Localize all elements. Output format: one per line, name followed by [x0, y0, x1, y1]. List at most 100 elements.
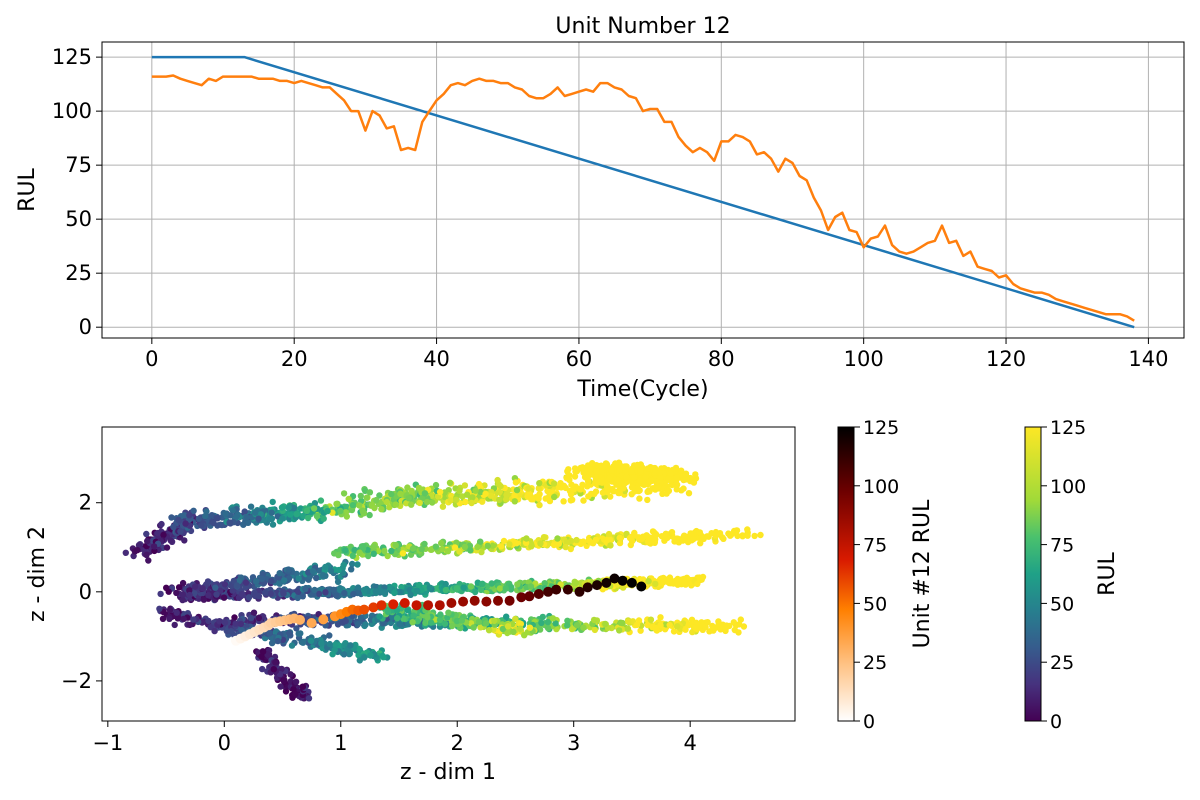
- fleet-point: [253, 578, 260, 585]
- fleet-point: [230, 577, 237, 585]
- fleet-point: [587, 466, 594, 473]
- fleet-point: [324, 507, 331, 515]
- fleet-point: [250, 609, 258, 616]
- fleet-point: [537, 540, 544, 547]
- fleet-point: [428, 492, 436, 499]
- fleet-point: [286, 629, 293, 637]
- fleet-point: [535, 495, 542, 502]
- fleet-point: [349, 502, 357, 509]
- fleet-point: [166, 606, 174, 614]
- fleet-point: [643, 532, 650, 539]
- fleet-point: [645, 578, 652, 585]
- fleet-point: [744, 526, 751, 533]
- rul-colorbar-label: RUL: [1095, 551, 1120, 595]
- fleet-point: [503, 491, 510, 498]
- fleet-point: [267, 515, 274, 523]
- fleet-point: [379, 652, 386, 660]
- unit-12-point: [388, 599, 399, 610]
- fleet-point: [544, 487, 551, 495]
- fleet-point: [396, 621, 403, 628]
- fleet-point: [461, 543, 469, 551]
- fleet-point: [607, 542, 614, 549]
- fleet-point: [633, 621, 641, 629]
- fleet-point: [340, 651, 348, 658]
- fleet-point: [525, 485, 532, 492]
- fleet-point: [310, 505, 318, 512]
- fleet-point: [268, 639, 276, 647]
- x-tick-label: 80: [708, 347, 735, 371]
- unit-12-point: [551, 584, 562, 595]
- fleet-point: [447, 497, 454, 504]
- scatter-x-tick-label: 4: [683, 731, 696, 755]
- x-tick-label: 60: [566, 347, 593, 371]
- fleet-point: [549, 615, 557, 622]
- unit-rul-colorbar-label: Unit #12 RUL: [910, 499, 935, 649]
- fleet-point: [716, 531, 723, 538]
- fleet-point: [383, 498, 390, 506]
- fleet-point: [647, 616, 655, 623]
- fleet-point: [290, 685, 297, 693]
- fleet-point: [144, 537, 151, 545]
- unit-12-point: [592, 580, 602, 591]
- fleet-point: [652, 580, 659, 588]
- fleet-point: [212, 584, 219, 591]
- fleet-point: [595, 479, 603, 486]
- fleet-point: [623, 463, 630, 470]
- unit-12-point: [533, 589, 544, 599]
- fleet-point: [342, 547, 349, 554]
- fleet-point: [462, 498, 469, 506]
- fleet-point: [384, 608, 392, 615]
- fleet-point: [526, 624, 534, 631]
- unit-12-point: [434, 600, 445, 611]
- fleet-point: [456, 487, 463, 495]
- fleet-point: [211, 627, 218, 635]
- fleet-point: [179, 596, 186, 604]
- fleet-point: [484, 542, 491, 549]
- scatter-y-tick-label: 2: [79, 491, 92, 515]
- fleet-point: [210, 519, 217, 527]
- fleet-point: [278, 504, 286, 511]
- fleet-point: [333, 592, 340, 599]
- fleet-point: [662, 530, 670, 537]
- fleet-point: [293, 511, 300, 518]
- fleet-point: [456, 548, 463, 555]
- fleet-point: [744, 532, 751, 539]
- fleet-point: [415, 581, 423, 589]
- fleet-point: [673, 474, 680, 481]
- fleet-point: [186, 621, 193, 629]
- fleet-point: [573, 468, 581, 475]
- fleet-point: [238, 591, 246, 598]
- fleet-point: [372, 588, 379, 595]
- fleet-point: [513, 486, 521, 494]
- fleet-point: [145, 557, 152, 564]
- fleet-point: [544, 618, 552, 626]
- scatter-x-axis-title: z - dim 1: [400, 760, 496, 785]
- fleet-point: [615, 459, 623, 466]
- unit-12-point: [458, 596, 469, 607]
- fleet-point: [651, 538, 659, 546]
- fleet-point: [644, 488, 651, 495]
- fleet-point: [311, 586, 318, 594]
- fleet-point: [432, 543, 439, 550]
- fleet-point: [751, 532, 758, 540]
- fleet-point: [335, 566, 342, 574]
- fleet-point: [287, 511, 294, 518]
- fleet-point: [303, 507, 311, 514]
- fleet-point: [601, 463, 608, 470]
- fleet-point: [681, 578, 688, 586]
- fleet-point: [357, 492, 364, 500]
- fleet-point: [143, 551, 150, 559]
- unit-rul-colorbar-ticks: 0 25 50 75 100 125: [854, 417, 899, 733]
- fleet-point: [186, 512, 193, 519]
- fleet-point: [391, 589, 398, 596]
- fleet-point: [268, 509, 275, 516]
- fleet-point: [546, 497, 554, 505]
- fleet-point: [436, 488, 444, 496]
- fleet-point: [512, 615, 519, 623]
- fleet-point: [591, 490, 598, 497]
- fleet-point: [349, 552, 356, 559]
- fleet-point: [350, 590, 357, 598]
- fleet-point: [186, 591, 193, 599]
- fleet-point: [342, 640, 349, 647]
- fleet-point: [463, 491, 471, 498]
